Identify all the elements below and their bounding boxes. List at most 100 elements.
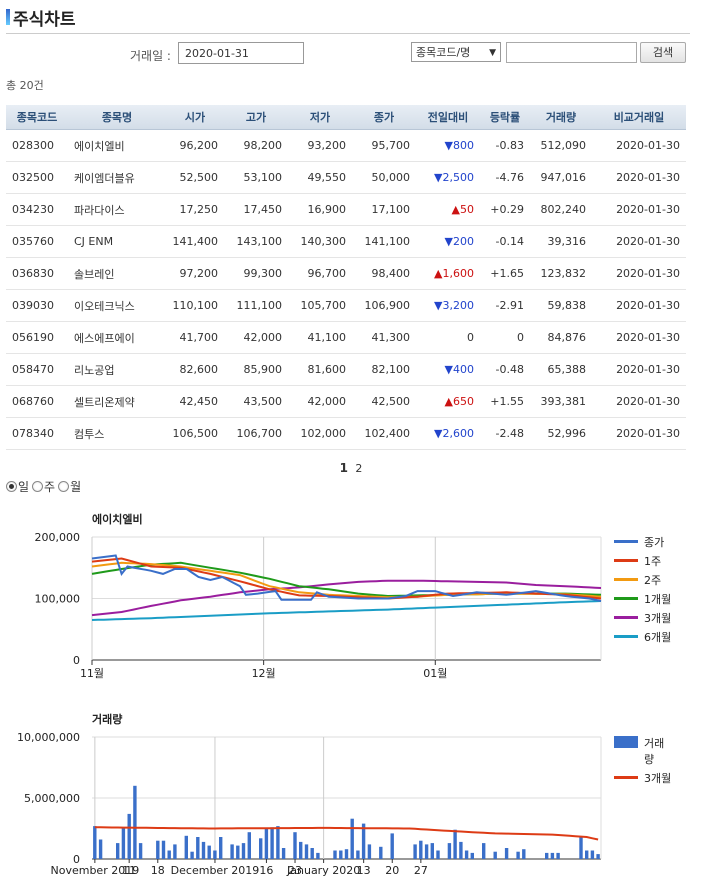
table-row[interactable]: 034230 파라다이스 17,250 17,450 16,900 17,100 ▲50 +0…	[6, 193, 686, 226]
legend-item[interactable]: 거래량	[614, 735, 671, 767]
change-rate: -2.48	[480, 417, 530, 450]
table-row[interactable]: 028300 에이치엘비 96,200 98,200 93,200 95,700 ▼800-…	[6, 129, 686, 162]
volume: 39,316	[530, 225, 592, 258]
legend-item[interactable]: 1개월	[614, 591, 671, 607]
stock-code: 039030	[6, 289, 68, 322]
table-row[interactable]: 035760 CJ ENM 141,400 143,100 140,300 141,100…	[6, 225, 686, 258]
change-amount: 1,600	[442, 267, 475, 280]
legend-item[interactable]: 6개월	[614, 629, 671, 645]
legend-item[interactable]: 2주	[614, 572, 671, 588]
legend-label: 3개월	[644, 772, 672, 785]
search-type-select[interactable]: 종목코드/명 ▼	[411, 42, 501, 62]
stock-name[interactable]: 리노공업	[68, 353, 166, 386]
change-rate: -2.91	[480, 289, 530, 322]
volume-bar	[207, 845, 211, 859]
table-row[interactable]: 036830 솔브레인 97,200 99,300 96,700 98,400 ▲1,600…	[6, 257, 686, 290]
dropdown-arrow-icon: ▼	[489, 48, 496, 58]
x-tick-label: 20	[385, 864, 399, 877]
volume-bar	[333, 850, 337, 859]
volume-bar	[453, 829, 457, 859]
volume: 52,996	[530, 417, 592, 450]
x-tick-label: 23	[288, 864, 302, 877]
table-row[interactable]: 078340 컴투스 106,500 106,700 102,000 102,400 ▼2,…	[6, 417, 686, 450]
radio-month-label: 월	[70, 480, 82, 494]
stock-name[interactable]: CJ ENM	[68, 225, 166, 258]
change-value: ▲1,600	[416, 257, 480, 290]
code-input[interactable]	[506, 42, 637, 63]
volume-bar	[447, 843, 452, 859]
low-price: 81,600	[288, 353, 352, 386]
volume-bar	[270, 827, 274, 859]
stock-name[interactable]: 솔브레인	[68, 257, 166, 290]
compare-date: 2020-01-30	[592, 321, 686, 354]
legend-swatch	[614, 540, 638, 543]
legend-item[interactable]: 3개월	[614, 610, 671, 626]
change-amount: 50	[460, 203, 474, 216]
y-tick-label: 200,000	[35, 531, 81, 544]
volume: 512,090	[530, 129, 592, 162]
search-button[interactable]: 검색	[640, 42, 686, 63]
table-row[interactable]: 058470 리노공업 82,600 85,900 81,600 82,100 ▼400 -0…	[6, 353, 686, 386]
down-arrow-icon: ▼	[444, 139, 453, 152]
col-header[interactable]: 저가	[288, 105, 352, 130]
close-price: 42,500	[352, 385, 416, 418]
volume-bar	[247, 832, 251, 859]
col-header[interactable]: 종목명	[68, 105, 166, 130]
volume-bar	[310, 848, 314, 859]
legend-swatch	[614, 776, 638, 779]
volume-bar	[493, 851, 497, 859]
volume: 947,016	[530, 161, 592, 194]
col-header[interactable]: 전일대비	[416, 105, 480, 130]
table-row[interactable]: 056190 에스에프에이 41,700 42,000 41,100 41,300 0 0 84…	[6, 321, 686, 354]
high-price: 42,000	[224, 321, 288, 354]
col-header[interactable]: 종가	[352, 105, 416, 130]
volume-legend: 거래량 3개월	[614, 735, 671, 789]
col-header[interactable]: 거래량	[530, 105, 592, 130]
low-price: 140,300	[288, 225, 352, 258]
col-header[interactable]: 등락률	[480, 105, 530, 130]
legend-item[interactable]: 1주	[614, 553, 671, 569]
x-tick-label: 18	[151, 864, 165, 877]
page-current[interactable]: 1	[339, 461, 348, 475]
radio-week[interactable]	[32, 481, 44, 492]
date-input[interactable]: 2020-01-31	[178, 42, 304, 64]
volume-bar	[344, 849, 349, 859]
open-price: 106,500	[166, 417, 224, 450]
x-tick-label: 11	[122, 864, 136, 877]
change-rate: +1.65	[480, 257, 530, 290]
legend-item[interactable]: 종가	[614, 534, 671, 550]
open-price: 52,500	[166, 161, 224, 194]
down-arrow-icon: ▼	[434, 427, 443, 440]
legend-item[interactable]: 3개월	[614, 770, 671, 786]
col-header[interactable]: 시가	[166, 105, 224, 130]
col-header[interactable]: 종목코드	[6, 105, 68, 130]
table-row[interactable]: 032500 케이엠더블유 52,500 53,100 49,550 50,000 ▼2,5…	[6, 161, 686, 194]
col-header[interactable]: 비교거래일	[592, 105, 686, 130]
price-legend: 종가 1주 2주 1개월 3개월 6개월	[614, 534, 671, 648]
volume-bar	[121, 828, 126, 859]
page-link[interactable]: 2	[355, 462, 363, 475]
table-row[interactable]: 039030 이오테크닉스 110,100 111,100 105,700 106,900…	[6, 289, 686, 322]
stock-name[interactable]: 셀트리온제약	[68, 385, 166, 418]
volume-bar	[470, 852, 474, 859]
table-row[interactable]: 068760 셀트리온제약 42,450 43,500 42,000 42,500 ▲650…	[6, 385, 686, 418]
stock-name[interactable]: 이오테크닉스	[68, 289, 166, 322]
volume-bar	[236, 845, 240, 859]
stock-name[interactable]: 에이치엘비	[68, 129, 166, 162]
volume-bar	[464, 850, 469, 859]
low-price: 49,550	[288, 161, 352, 194]
low-price: 41,100	[288, 321, 352, 354]
radio-month[interactable]	[58, 481, 70, 492]
volume-bar	[419, 840, 423, 859]
change-amount: 2,500	[442, 171, 475, 184]
stock-name[interactable]: 컴투스	[68, 417, 166, 450]
volume: 393,381	[530, 385, 592, 418]
y-tick-label: 5,000,000	[24, 792, 80, 805]
col-header[interactable]: 고가	[224, 105, 288, 130]
stock-name[interactable]: 파라다이스	[68, 193, 166, 226]
high-price: 106,700	[224, 417, 288, 450]
radio-day[interactable]	[6, 481, 17, 492]
stock-name[interactable]: 케이엠더블유	[68, 161, 166, 194]
stock-table: 종목코드 종목명 시가 고가 저가 종가 전일대비 등락률 거래량 비교거래일 …	[6, 105, 686, 450]
stock-name[interactable]: 에스에프에이	[68, 321, 166, 354]
